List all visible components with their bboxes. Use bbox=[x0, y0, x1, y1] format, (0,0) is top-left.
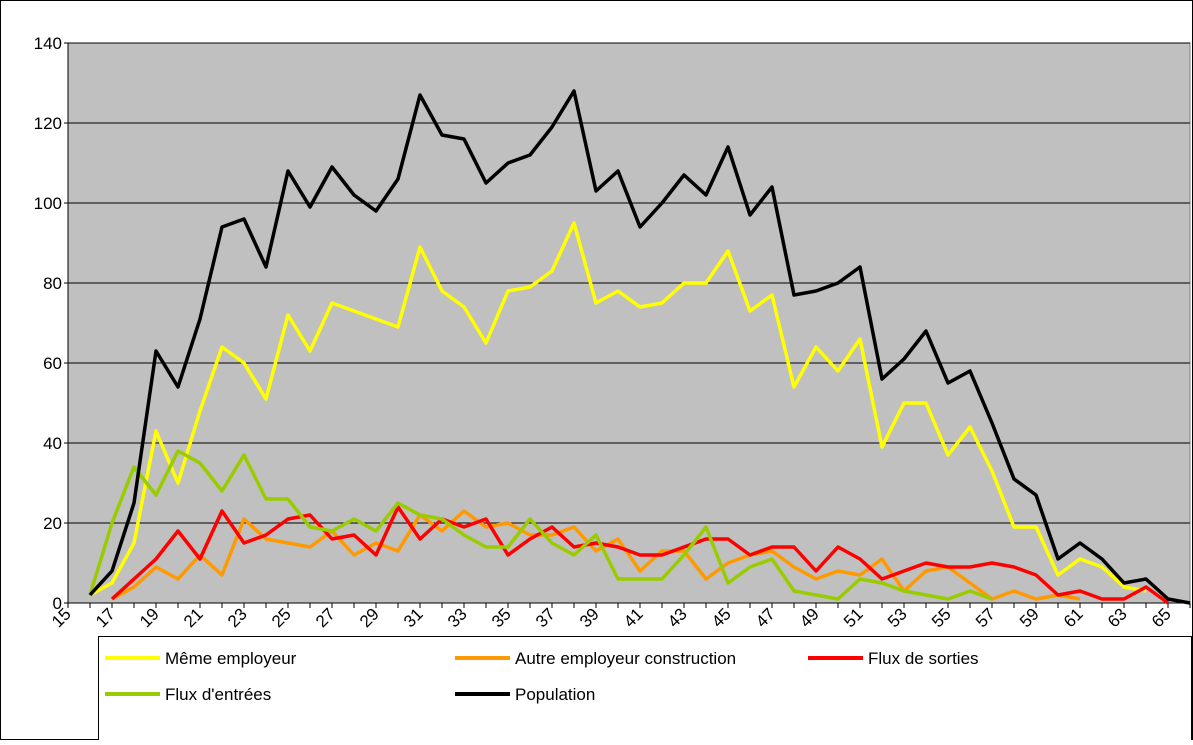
y-tick-label: 120 bbox=[34, 114, 62, 133]
legend-label: Même employeur bbox=[165, 649, 297, 668]
y-tick-label: 60 bbox=[43, 354, 62, 373]
y-tick-label: 40 bbox=[43, 434, 62, 453]
legend-label: Flux de sorties bbox=[868, 649, 979, 668]
legend bbox=[98, 636, 1192, 741]
legend-label: Flux d'entrées bbox=[165, 685, 271, 704]
series-line bbox=[89, 221, 1147, 597]
legend-label: Population bbox=[515, 685, 595, 704]
series-line bbox=[88, 449, 993, 601]
legend-label: Autre employeur construction bbox=[515, 649, 736, 668]
y-tick-label: 140 bbox=[34, 34, 62, 53]
plot-area bbox=[67, 42, 1191, 604]
y-tick-label: 100 bbox=[34, 194, 62, 213]
y-tick-label: 0 bbox=[53, 594, 62, 613]
series-line bbox=[110, 505, 1170, 605]
series-line bbox=[111, 509, 1081, 601]
y-tick-label: 80 bbox=[43, 274, 62, 293]
y-tick-label: 20 bbox=[43, 514, 62, 533]
series-line bbox=[88, 89, 1191, 605]
